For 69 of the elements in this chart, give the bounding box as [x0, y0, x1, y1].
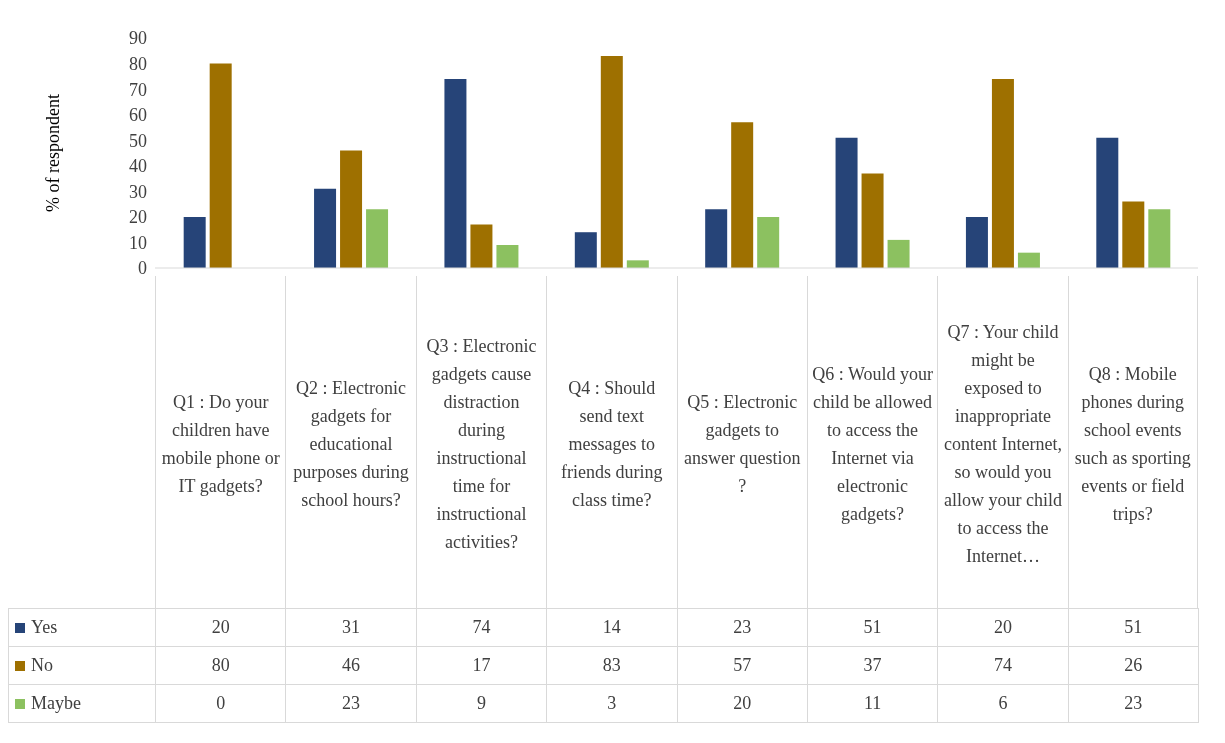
bar: [366, 209, 389, 268]
bar: [1122, 201, 1145, 268]
bar: [965, 216, 988, 268]
bar: [835, 137, 858, 268]
data-label: 74: [937, 646, 1069, 685]
y-tick-label: 20: [129, 207, 147, 228]
y-tick-label: 80: [129, 53, 147, 74]
x-tick-label: Q8 : Mobile phones during school events such as sporting events or field trips?: [1067, 276, 1198, 611]
data-label: 57: [677, 646, 808, 685]
bar: [887, 239, 910, 268]
x-tick-label: Q1 : Do your children have mobile phone or IT gadgets?: [155, 276, 286, 611]
bar: [574, 232, 597, 268]
bar: [340, 150, 363, 268]
data-label: 20: [677, 684, 808, 723]
bar: [600, 55, 623, 268]
data-label: 23: [1068, 684, 1199, 723]
y-tick-label: 60: [129, 105, 147, 126]
data-label: 51: [1068, 608, 1199, 647]
x-tick-label: Q6 : Would your child be allowed to access the Internet via electronic gadgets?: [806, 276, 938, 611]
data-label: 83: [546, 646, 677, 685]
bar: [444, 78, 467, 268]
bar: [626, 260, 649, 268]
y-tick-label: 70: [129, 79, 147, 100]
y-tick-label: 30: [129, 181, 147, 202]
x-tick-label: Q5 : Electronic gadgets to answer question ?: [676, 276, 807, 611]
data-label: 26: [1068, 646, 1199, 685]
data-label: 51: [807, 608, 938, 647]
data-label: 6: [937, 684, 1069, 723]
data-label: 11: [807, 684, 938, 723]
legend-label: Yes: [31, 617, 58, 637]
bar: [991, 78, 1014, 268]
bar: [314, 188, 337, 268]
legend-label: Maybe: [31, 693, 81, 713]
data-label: 37: [807, 646, 938, 685]
data-label: 3: [546, 684, 677, 723]
data-label: 31: [285, 608, 417, 647]
legend-label: No: [31, 655, 53, 675]
bar: [731, 122, 754, 268]
data-label: 14: [546, 608, 677, 647]
y-tick-label: 90: [129, 28, 147, 49]
y-tick-label: 10: [129, 232, 147, 253]
bar: [1148, 209, 1171, 268]
data-label: 0: [155, 684, 286, 723]
bar: [496, 245, 519, 268]
bar: [470, 224, 493, 268]
bar: [1017, 252, 1040, 268]
bar: [183, 216, 206, 268]
y-tick-label: 40: [129, 156, 147, 177]
x-tick-label: Q2 : Electronic gadgets for educational purposes during school hours?: [285, 276, 416, 611]
bar: [757, 216, 780, 268]
category-label: Q7 : Your child might be exposed to inappropriate content Internet, so would you allow your child to access the Internet…: [943, 321, 1062, 566]
data-label: 9: [416, 684, 547, 723]
data-label: 23: [677, 608, 808, 647]
data-label: 20: [155, 608, 286, 647]
data-label: 23: [285, 684, 417, 723]
x-tick-label: Q3 : Electronic gadgets cause distraction during instructional time for instructional activities?: [415, 276, 547, 611]
bar: [861, 173, 884, 268]
bar: [1096, 137, 1119, 268]
data-label: 46: [285, 646, 417, 685]
data-label: 74: [416, 608, 547, 647]
y-tick-label: 0: [138, 258, 147, 279]
data-label: 17: [416, 646, 547, 685]
bar: [209, 63, 232, 268]
y-tick-label: 50: [129, 130, 147, 151]
x-tick-label: Q4 : Should send text messages to friends during class time?: [546, 276, 677, 611]
data-label: 80: [155, 646, 286, 685]
data-label: 20: [937, 608, 1069, 647]
bar: [705, 209, 728, 268]
y-axis-title: % of respondent: [43, 94, 64, 212]
